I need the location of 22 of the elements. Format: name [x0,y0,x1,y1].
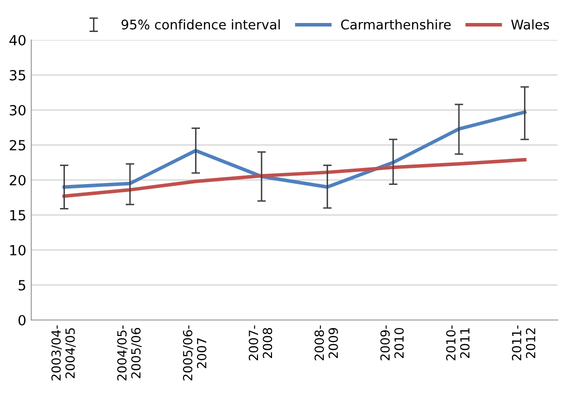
y-tick-label: 35 [10,70,26,80]
line-series [62,158,526,198]
line-series [62,110,526,189]
legend-label: Carmarthenshire [341,19,451,30]
x-tick-label: 2007- 2008 [248,325,272,360]
legend-label: Wales [511,19,550,30]
x-tick-label: 2011- 2012 [512,325,536,360]
y-tick-label: 15 [10,210,26,220]
y-tick-label: 25 [10,140,26,150]
x-tick-label: 2009- 2010 [380,325,404,360]
y-tick-label: 5 [18,280,26,290]
x-tick-label: 2010- 2011 [446,325,470,360]
x-tick-label: 2004/05- 2005/06 [117,325,142,380]
y-tick-label: 40 [9,34,26,46]
y-tick-label: 10 [10,244,26,256]
x-tick-label: 2005/06- 2007 [182,325,206,380]
y-tick-label: 30 [10,104,26,116]
y-tick-label: 0 [18,314,26,326]
text: 95% confidence interval [122,19,280,30]
y-tick-label: 20 [10,174,26,186]
x-tick-label: 2008- 2009 [314,325,338,360]
x-tick-label: 2003/04- 2004/05 [51,325,76,380]
